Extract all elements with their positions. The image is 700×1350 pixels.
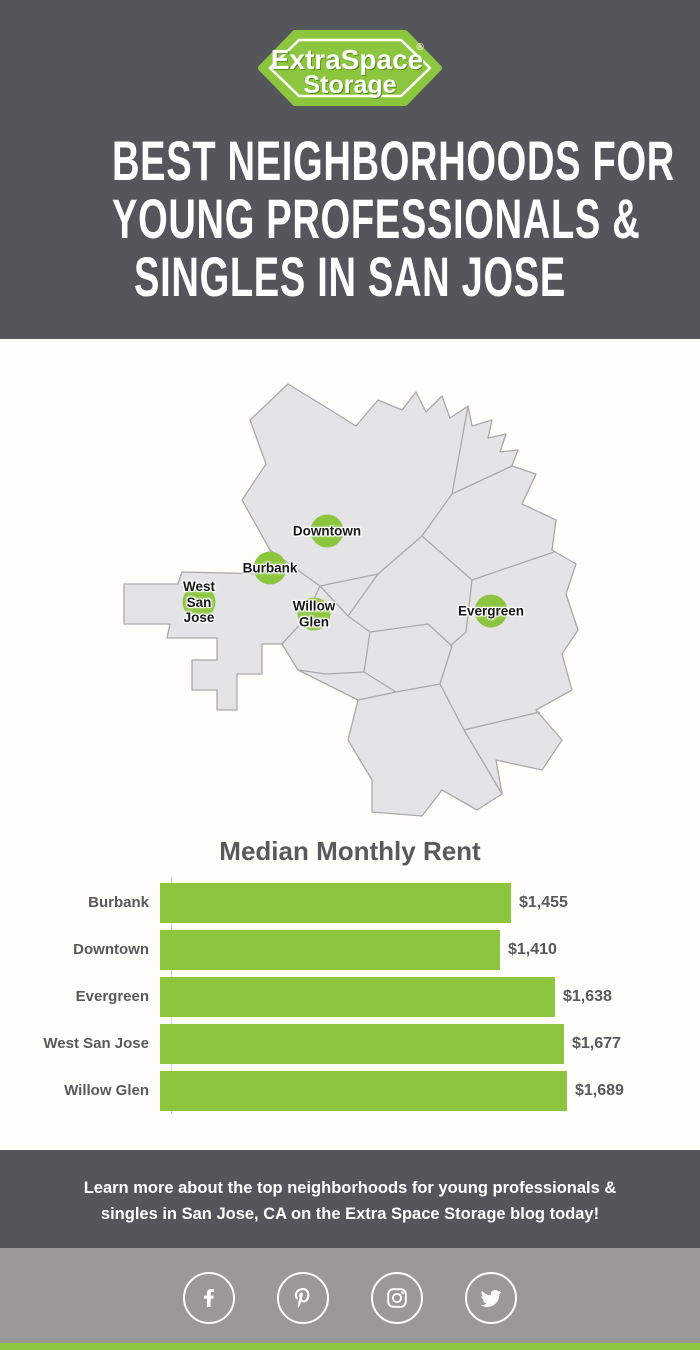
map-marker-label-willow-glen: Willow Glen <box>292 598 336 630</box>
header-band: ExtraSpace Storage ® BEST NEIGHBORHOODS … <box>0 0 700 339</box>
chart-category-label: Burbank <box>88 894 149 911</box>
footer-text-line-1: Learn more about the top neighborhoods f… <box>83 1179 617 1197</box>
logo-badge-icon: ExtraSpace Storage ® <box>258 30 442 106</box>
bar-chart: Burbank $1,455 Downtown $1,410 Evergreen $1,6… <box>0 879 700 1114</box>
chart-bar <box>160 976 555 1017</box>
footer-text-line-2: singles in San Jose, CA on the Extra Spa… <box>100 1205 600 1223</box>
map-marker-label-west-san-jose: West San Jose <box>182 578 216 625</box>
map-districts-icon <box>123 383 579 817</box>
twitter-button[interactable] <box>465 1271 517 1324</box>
chart-category-label: Willow Glen <box>64 1082 149 1099</box>
chart-category-label: Evergreen <box>75 988 149 1005</box>
map-marker-dot-willow-glen <box>297 597 331 631</box>
chart-category-label: Downtown <box>73 941 149 958</box>
chart-value-label: $1,689 <box>575 1081 624 1099</box>
chart-value-label: $1,677 <box>572 1034 621 1052</box>
map-marker-dot-burbank <box>253 551 287 585</box>
chart-bar <box>160 882 511 923</box>
registered-trademark-icon: ® <box>416 42 424 53</box>
logo-text-line1: ExtraSpace <box>271 44 424 75</box>
map-marker-label-burbank: Burbank <box>242 560 298 576</box>
instagram-button[interactable] <box>371 1271 423 1324</box>
chart-bar <box>160 1070 567 1111</box>
chart-bar <box>160 1023 564 1064</box>
instagram-icon <box>387 1287 407 1308</box>
extra-space-storage-logo: ExtraSpace Storage ® <box>255 24 445 117</box>
title-line-1: BEST NEIGHBORHOODS FOR <box>112 129 675 192</box>
map-marker-label-downtown: Downtown <box>292 523 362 539</box>
page-title: BEST NEIGHBORHOODS FOR YOUNG PROFESSIONA… <box>0 132 700 306</box>
logo-text-line2: Storage <box>303 71 396 99</box>
chart-row: Downtown $1,410 <box>0 926 700 973</box>
map-marker-dot-west-san-jose <box>182 585 216 619</box>
chart-row: Evergreen $1,638 <box>0 973 700 1020</box>
chart-row: West San Jose $1,677 <box>0 1020 700 1067</box>
chart-title: Median Monthly Rent <box>219 836 481 866</box>
map-marker-dot-evergreen <box>474 594 508 628</box>
map-marker-dot-downtown <box>310 514 344 548</box>
title-line-3: SINGLES IN SAN JOSE <box>134 245 566 308</box>
map-marker-label-evergreen: Evergreen <box>457 603 525 619</box>
footer-band: Learn more about the top neighborhoods f… <box>0 1150 700 1248</box>
san-jose-neighborhood-map: Downtown Burbank West San Jose Willow Glen Ever… <box>120 378 580 818</box>
chart-row: Willow Glen $1,689 <box>0 1067 700 1114</box>
social-band <box>0 1248 700 1343</box>
pinterest-button[interactable] <box>277 1271 329 1324</box>
facebook-button[interactable] <box>183 1271 235 1324</box>
title-line-2: YOUNG PROFESSIONALS & <box>112 187 641 250</box>
twitter-icon <box>480 1289 502 1307</box>
chart-category-label: West San Jose <box>43 1035 149 1052</box>
chart-value-label: $1,410 <box>508 940 557 958</box>
main-content: Downtown Burbank West San Jose Willow Glen Ever… <box>0 339 700 1150</box>
pinterest-icon <box>294 1287 310 1308</box>
chart-value-label: $1,455 <box>519 893 568 911</box>
facebook-icon <box>204 1288 214 1307</box>
chart-value-label: $1,638 <box>563 987 612 1005</box>
bottom-accent-bar <box>0 1343 700 1350</box>
chart-bar <box>160 929 500 970</box>
chart-row: Burbank $1,455 <box>0 879 700 926</box>
